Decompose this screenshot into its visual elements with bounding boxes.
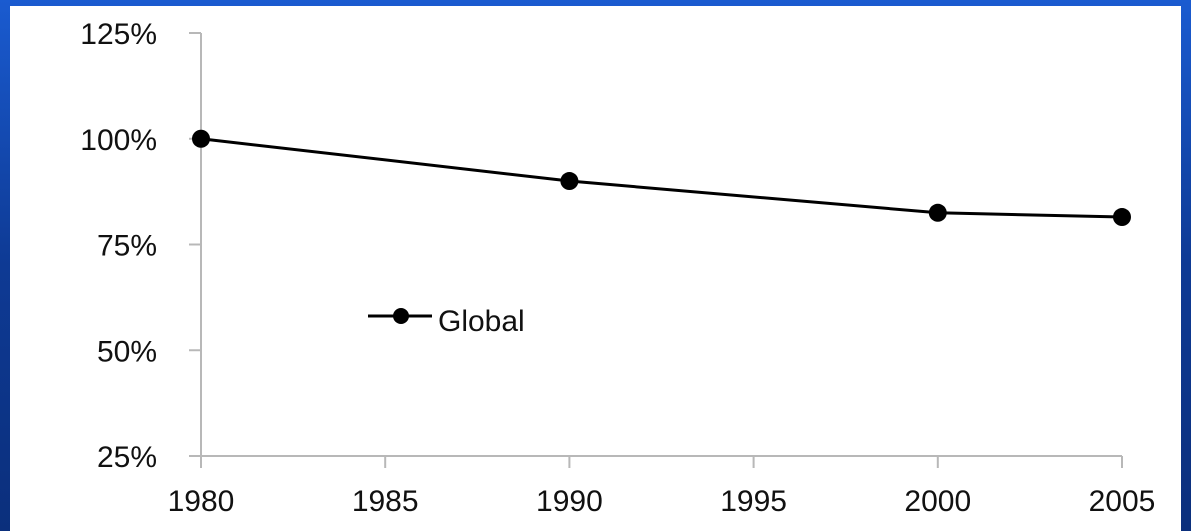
y-axis-tick-labels: 125% 100% 75% 50% 25%	[80, 18, 157, 474]
data-point	[1113, 208, 1131, 227]
x-tick-label: 2005	[1089, 485, 1156, 518]
y-tick-label: 50%	[97, 335, 157, 368]
chart-panel	[10, 6, 1181, 531]
y-tick-label: 100%	[80, 124, 157, 157]
series-group	[192, 129, 1131, 227]
data-point	[192, 129, 210, 148]
x-tick-label: 1995	[720, 485, 787, 518]
data-point	[560, 172, 579, 191]
y-tick-label: 125%	[80, 18, 157, 51]
y-tick-label: 75%	[97, 230, 157, 263]
legend-marker	[393, 308, 409, 324]
chart-axes	[189, 32, 1123, 468]
series-line-global	[200, 137, 1123, 219]
x-tick-label: 1990	[536, 485, 603, 518]
data-point	[928, 203, 947, 222]
y-tick-label: 25%	[97, 441, 157, 474]
x-tick-label: 1980	[168, 485, 235, 518]
x-tick-label: 2000	[904, 485, 971, 518]
legend-label: Global	[438, 305, 525, 338]
x-tick-label: 1985	[352, 485, 419, 518]
x-axis-tick-labels: 1980 1985 1990 1995 2000 2005	[168, 485, 1156, 518]
legend: Global	[368, 305, 525, 338]
